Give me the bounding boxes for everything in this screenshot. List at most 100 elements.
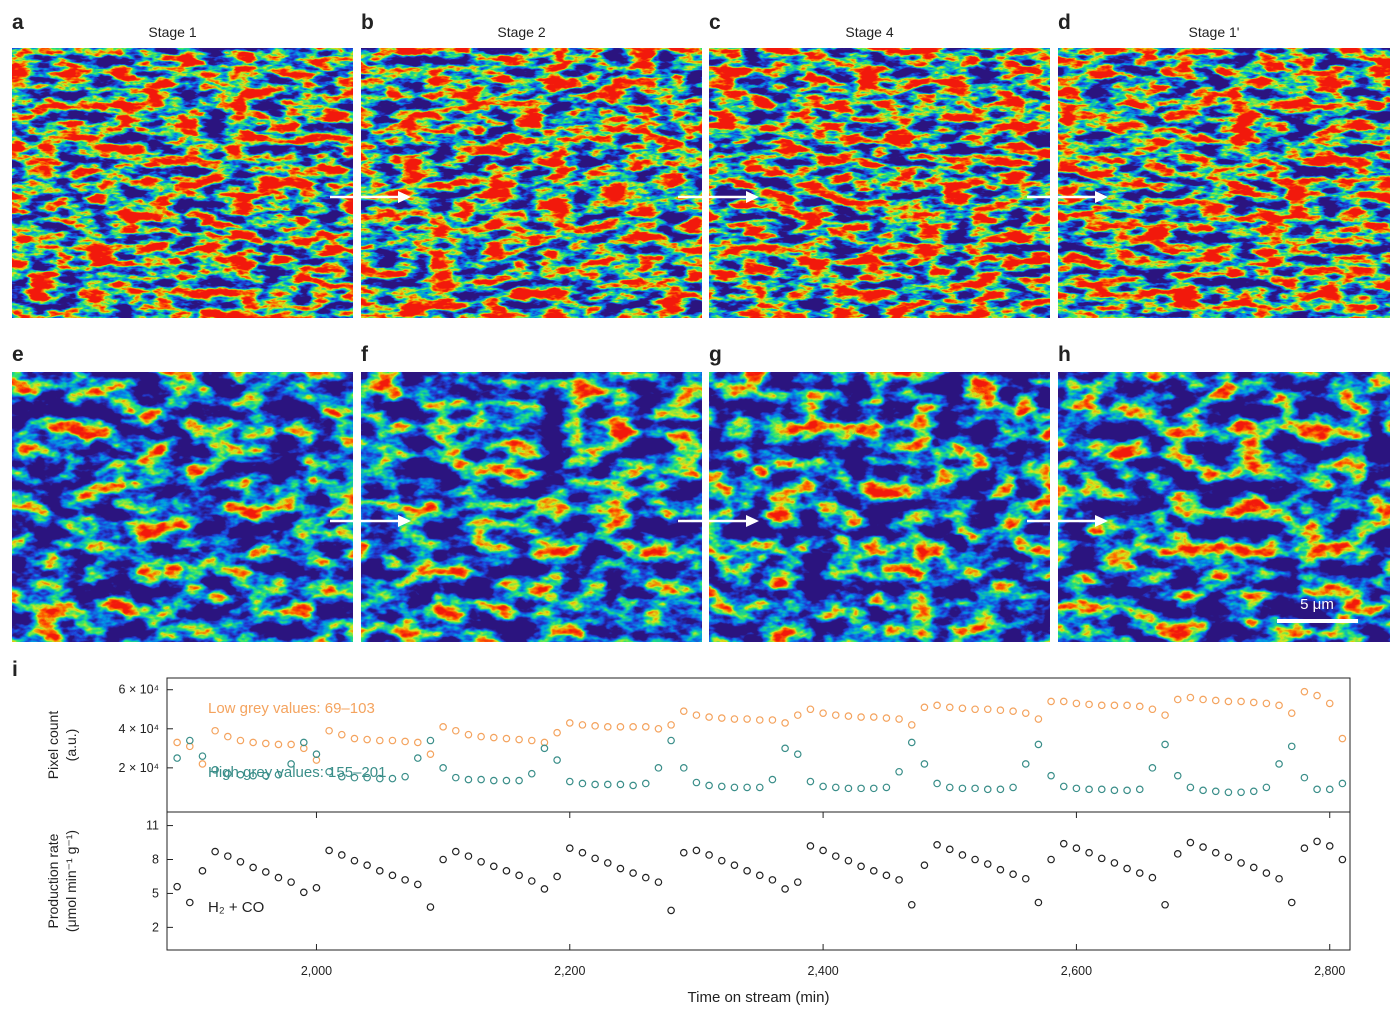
data-point: [1287, 898, 1296, 907]
data-point: [540, 744, 549, 753]
y-axis-label: (a.u.): [63, 729, 79, 762]
data-point: [477, 732, 485, 741]
data-point: [793, 878, 802, 886]
micrograph-texture: [1058, 48, 1390, 318]
data-point: [236, 736, 245, 745]
micrograph-texture: [12, 48, 353, 318]
arrow-head: [1095, 191, 1108, 203]
data-point: [705, 713, 713, 721]
scale-bar-label: 5 μm: [1300, 596, 1334, 613]
data-point: [211, 847, 219, 856]
data-point: [882, 783, 891, 792]
x-tick-label: 2,200: [554, 964, 585, 978]
data-point: [413, 738, 422, 747]
data-point: [401, 876, 409, 884]
data-point: [1300, 773, 1309, 782]
data-point: [667, 736, 675, 745]
data-point: [1199, 695, 1207, 704]
data-point: [312, 883, 321, 892]
data-point: [907, 738, 916, 747]
series-group: [173, 687, 1347, 797]
data-point: [274, 873, 283, 882]
data-point: [1009, 870, 1017, 879]
data-point: [515, 871, 523, 880]
data-point: [1237, 859, 1245, 867]
data-point: [591, 722, 599, 730]
data-point: [591, 854, 599, 863]
data-point: [1275, 701, 1283, 710]
data-point: [185, 736, 194, 745]
data-point: [325, 767, 333, 776]
data-point: [705, 781, 713, 790]
data-point: [477, 775, 485, 784]
data-point: [882, 871, 891, 880]
data-point: [844, 784, 853, 793]
data-point: [730, 715, 739, 723]
data-point: [439, 855, 447, 864]
data-point: [1237, 788, 1245, 797]
data-point: [249, 771, 257, 780]
plot-frame: [166, 677, 1351, 813]
data-point: [1249, 698, 1258, 707]
data-point: [565, 844, 574, 852]
data-point: [806, 777, 815, 786]
data-point: [793, 711, 802, 719]
data-point: [692, 778, 701, 787]
data-point: [502, 734, 511, 743]
data-point: [287, 760, 295, 768]
data-point: [768, 876, 777, 884]
data-point: [489, 862, 498, 871]
data-point: [717, 782, 726, 791]
data-point: [1211, 696, 1220, 705]
data-point: [1224, 788, 1233, 797]
data-point: [1021, 874, 1030, 883]
y-axis-label: Pixel count: [45, 711, 61, 780]
data-point: [1148, 873, 1157, 882]
data-point: [1211, 787, 1220, 796]
x-tick-label: 2,400: [807, 964, 838, 978]
data-point: [603, 859, 612, 867]
data-point: [983, 785, 992, 794]
y-tick-label: 5: [152, 886, 159, 900]
data-point: [781, 744, 789, 753]
data-point: [895, 876, 903, 884]
data-point: [1034, 715, 1043, 723]
data-point: [945, 845, 954, 854]
data-point: [1021, 709, 1030, 717]
data-point: [1224, 697, 1233, 706]
data-point: [489, 733, 498, 742]
data-point: [502, 776, 511, 785]
y-tick-label: 2 × 10⁴: [119, 761, 159, 775]
data-point: [451, 847, 460, 856]
data-point: [337, 730, 346, 739]
data-point: [1186, 693, 1195, 702]
data-point: [1110, 701, 1119, 710]
data-point: [337, 851, 346, 859]
data-point: [641, 779, 650, 788]
data-point: [1173, 695, 1182, 704]
y-tick-label: 11: [146, 819, 159, 833]
arrow-head: [398, 515, 411, 527]
data-point: [1009, 707, 1017, 716]
data-point: [350, 734, 359, 743]
data-point: [1237, 697, 1245, 706]
data-point: [958, 704, 967, 713]
data-point: [768, 775, 777, 784]
data-point: [1161, 740, 1169, 749]
micrograph-texture: [361, 48, 702, 318]
data-point: [1287, 709, 1296, 717]
data-point: [996, 865, 1005, 874]
data-point: [502, 867, 511, 875]
data-point: [401, 737, 409, 746]
data-point: [553, 728, 561, 737]
data-point: [781, 885, 789, 893]
series-label: H₂ + CO: [208, 899, 264, 916]
data-point: [325, 726, 333, 735]
data-point: [413, 880, 422, 889]
data-point: [857, 862, 865, 871]
data-point: [781, 719, 789, 727]
data-point: [527, 877, 536, 885]
data-point: [717, 856, 726, 865]
data-point: [578, 721, 587, 729]
data-point: [1249, 863, 1258, 872]
